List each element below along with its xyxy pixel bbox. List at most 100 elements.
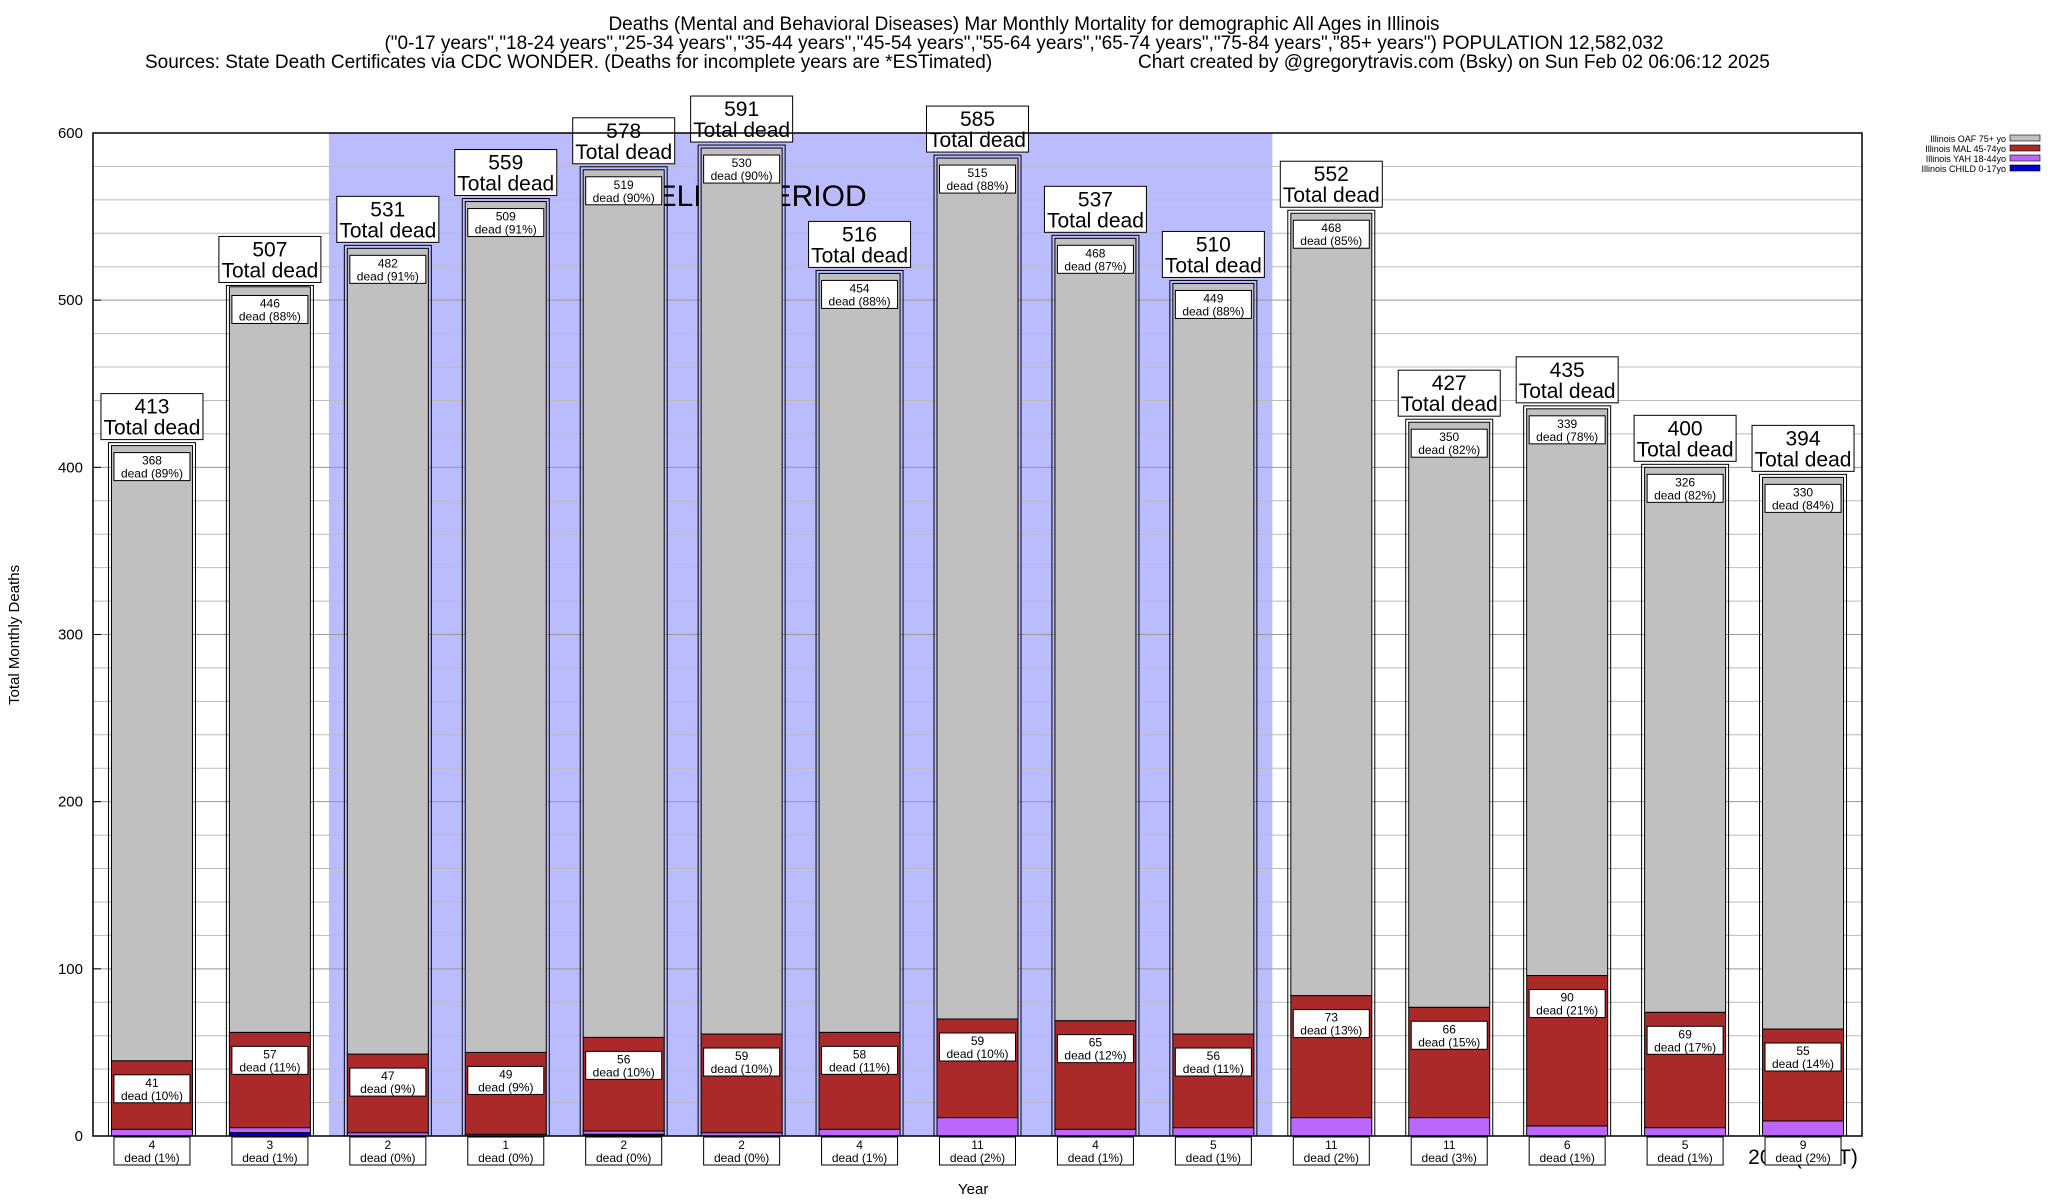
- yah-label-percent: dead (1%): [1068, 1151, 1123, 1165]
- bar-segment: [818, 272, 901, 1033]
- total-label: Total dead: [1165, 254, 1262, 277]
- total-value: 413: [134, 396, 169, 419]
- mal-label-value: 56: [617, 1052, 631, 1066]
- total-value: 578: [606, 120, 641, 143]
- total-box: [1043, 185, 1147, 233]
- bar-segment: [464, 201, 547, 1053]
- mal-label-percent: dead (11%): [829, 1060, 890, 1074]
- bar-segment: [1526, 408, 1609, 977]
- yah-label-percent: dead (1%): [1186, 1151, 1241, 1165]
- legend-entry-label: Illinois CHILD 0-17yo: [1921, 164, 2006, 174]
- total-value: 585: [960, 108, 995, 131]
- total-box: [1161, 230, 1265, 278]
- oaf-label-box: [585, 176, 663, 206]
- mal-label-box: [1528, 989, 1606, 1019]
- plot-frame: [92, 132, 1863, 1137]
- oaf-label-value: 482: [378, 256, 398, 270]
- yah-label-percent: dead (0%): [478, 1151, 533, 1165]
- yah-label-value: 4: [149, 1138, 156, 1152]
- yah-label-percent: dead (0%): [714, 1151, 769, 1165]
- chart-sources-note: Sources: State Death Certificates via CD…: [145, 52, 993, 73]
- yah-label-box: [1174, 1136, 1252, 1166]
- yah-label-box: [467, 1136, 545, 1166]
- oaf-label-box: [1056, 244, 1134, 274]
- oaf-label-box: [1646, 473, 1724, 503]
- mal-label-percent: dead (21%): [1536, 1004, 1598, 1018]
- bar-segment: [1290, 1117, 1373, 1137]
- mal-label-percent: dead (9%): [360, 1082, 415, 1096]
- bar-segment: [1644, 466, 1727, 1013]
- oaf-label-value: 509: [496, 210, 516, 224]
- mal-label-box: [1292, 1009, 1370, 1039]
- yah-label-box: [585, 1136, 663, 1166]
- oaf-label-value: 454: [850, 281, 870, 295]
- yah-label-value: 2: [738, 1138, 745, 1152]
- total-label: Total dead: [339, 219, 436, 242]
- oaf-label-box: [1174, 289, 1252, 319]
- yah-label-value: 5: [1210, 1138, 1217, 1152]
- oaf-label-percent: dead (87%): [1064, 259, 1126, 273]
- legend-entry-label: Illinois OAF 75+ yo: [1930, 134, 2006, 144]
- yah-label-value: 5: [1682, 1138, 1689, 1152]
- mal-label-value: 66: [1443, 1022, 1457, 1036]
- yah-label-box: [231, 1136, 309, 1166]
- oaf-label-percent: dead (78%): [1536, 430, 1598, 444]
- y-tick-label: 500: [58, 292, 83, 309]
- bar-segment: [228, 1127, 311, 1134]
- legend-swatch: [2009, 134, 2041, 142]
- oaf-label-box: [821, 279, 899, 309]
- oaf-label-percent: dead (88%): [239, 309, 301, 323]
- yah-label-box: [939, 1136, 1016, 1166]
- oaf-label-percent: dead (88%): [1182, 304, 1244, 318]
- total-box: [926, 105, 1029, 153]
- mal-label-box: [467, 1065, 545, 1095]
- oaf-label-box: [349, 254, 427, 284]
- oaf-label-value: 446: [260, 296, 280, 310]
- oaf-label-value: 368: [142, 454, 162, 468]
- mal-label-value: 49: [499, 1067, 513, 1081]
- mal-label-value: 59: [971, 1034, 985, 1048]
- mal-label-value: 73: [1325, 1011, 1339, 1025]
- total-value: 537: [1078, 188, 1113, 211]
- legend-entry-label: Illinois YAH 18-44yo: [1926, 154, 2006, 164]
- oaf-label-percent: dead (82%): [1418, 443, 1480, 457]
- mal-label-value: 47: [381, 1069, 395, 1083]
- total-box: [454, 149, 558, 197]
- total-label: Total dead: [1401, 393, 1498, 416]
- total-label: Total dead: [1755, 448, 1852, 471]
- oaf-label-box: [1292, 219, 1370, 249]
- total-label: Total dead: [693, 119, 790, 142]
- oaf-label-value: 515: [967, 166, 987, 180]
- yah-label-box: [349, 1136, 427, 1166]
- y-tick-label: 300: [58, 627, 83, 644]
- total-label: Total dead: [1519, 380, 1616, 403]
- yah-label-percent: dead (1%): [124, 1151, 179, 1165]
- mal-label-percent: dead (10%): [946, 1047, 1008, 1061]
- oaf-label-value: 339: [1557, 417, 1577, 431]
- y-tick-label: 0: [75, 1128, 83, 1145]
- mal-label-box: [821, 1045, 899, 1075]
- oaf-label-box: [1410, 428, 1488, 458]
- bar-segment: [1054, 237, 1137, 1022]
- oaf-label-percent: dead (90%): [593, 191, 655, 205]
- bar-segment: [110, 1128, 193, 1137]
- total-box: [1751, 424, 1855, 472]
- yah-label-percent: dead (1%): [1539, 1151, 1594, 1165]
- bar-segment: [110, 445, 193, 1062]
- total-value: 400: [1668, 417, 1703, 440]
- bar-segment: [228, 286, 311, 1033]
- yah-label-box: [703, 1136, 781, 1166]
- bar-segment: [1290, 212, 1373, 997]
- yah-label-value: 11: [971, 1138, 984, 1152]
- total-label: Total dead: [929, 129, 1026, 152]
- oaf-label-percent: dead (88%): [829, 294, 891, 308]
- yah-label-value: 4: [856, 1138, 863, 1152]
- oaf-label-box: [939, 164, 1016, 194]
- total-value: 552: [1314, 163, 1349, 186]
- bar-segment: [346, 247, 429, 1055]
- total-box: [1397, 369, 1501, 417]
- legend-entry-label: Illinois MAL 45-74yo: [1925, 144, 2006, 154]
- total-value: 435: [1550, 359, 1585, 382]
- yah-label-box: [1056, 1136, 1134, 1166]
